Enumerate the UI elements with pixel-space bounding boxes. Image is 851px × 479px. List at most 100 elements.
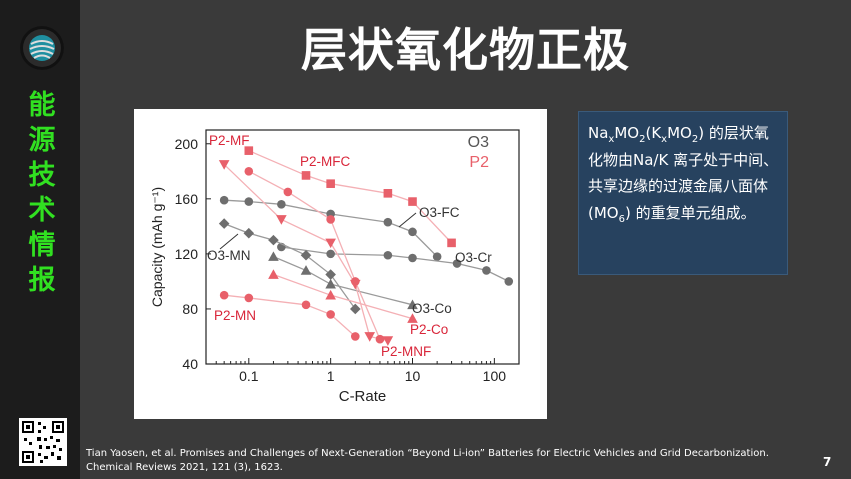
series-line (248, 170, 381, 340)
data-point (218, 160, 230, 170)
data-point (300, 265, 312, 275)
data-point (383, 189, 393, 198)
data-point (326, 215, 335, 224)
data-point (408, 253, 417, 263)
data-point (325, 269, 336, 280)
data-point (301, 171, 311, 180)
globe-logo-icon (20, 26, 64, 70)
data-point (375, 334, 385, 344)
citation: Tian Yaosen, et al. Promises and Challen… (86, 448, 769, 473)
series-label: O3-Co (412, 301, 452, 316)
slide-title: 层状氧化物正极 (301, 23, 630, 77)
info-formula-mo: MO (614, 124, 640, 142)
x-tick-label: 100 (483, 368, 507, 384)
label-pointer (219, 233, 239, 250)
series-line (223, 163, 389, 342)
data-point (244, 146, 254, 155)
info-text: NaxMO2(KxMO2) 的层状氧化物由Na/K 离子处于中间、共享边缘的过渡… (579, 112, 787, 226)
plot-frame (205, 129, 520, 365)
x-axis-label: C-Rate (339, 388, 387, 405)
vertical-title-char: 术 (28, 195, 56, 226)
data-point (326, 179, 335, 188)
data-point (349, 303, 361, 315)
series-label: O3-Cr (455, 250, 492, 265)
series-line (273, 273, 413, 320)
page-number: 7 (823, 455, 832, 469)
data-point (244, 293, 254, 303)
data-point (382, 336, 394, 346)
data-point (243, 227, 255, 239)
y-axis-label: Capacity (mAh g⁻¹) (149, 187, 165, 307)
data-point (447, 238, 456, 248)
info-body: ) 的重复单元组成。 (624, 203, 756, 222)
data-point (408, 197, 417, 206)
y-tick-label: 120 (175, 246, 199, 262)
series-label: P2-MNF (381, 344, 431, 359)
sidebar: 能 源 技 术 情 报 (0, 0, 80, 479)
data-point (364, 332, 376, 342)
data-point (277, 200, 286, 209)
vertical-title-char: 报 (28, 265, 56, 296)
data-point (300, 249, 312, 261)
series-line (273, 256, 413, 306)
vertical-title-char: 源 (28, 125, 56, 156)
series-label: O3-FC (419, 205, 460, 220)
data-point (452, 259, 462, 268)
series-line (248, 150, 453, 244)
info-body: 的层状氧化物由Na/K 离子处于中间、共享边缘的过渡金属八面体 (MO (588, 124, 779, 222)
y-tick-label: 160 (175, 191, 199, 207)
qr-code-icon (19, 418, 67, 466)
data-point (268, 251, 279, 261)
chart-panel: 40 80 120 160 200 0.1 1 10 100 C-Rate Capacity (mA… (134, 109, 547, 419)
data-point (383, 250, 393, 260)
label-pointer (398, 212, 417, 228)
data-point (407, 313, 418, 323)
data-point (301, 300, 311, 310)
y-tick-label: 200 (175, 136, 199, 152)
data-point (408, 227, 417, 237)
data-point (268, 269, 279, 279)
series-label: P2-MN (214, 308, 256, 323)
data-point (350, 332, 360, 341)
data-point (283, 187, 293, 197)
data-point (326, 249, 335, 259)
info-formula-sub: 6 (618, 213, 625, 225)
vertical-title: 能 源 技 术 情 报 (22, 88, 62, 298)
series-label: P2-MF (209, 133, 250, 148)
data-point (276, 215, 287, 225)
series-label: P2-Co (410, 322, 448, 337)
vertical-title-char: 技 (28, 160, 56, 191)
data-point (268, 234, 279, 246)
data-point (504, 277, 514, 286)
data-point (325, 278, 336, 289)
info-formula-k: (K (645, 124, 662, 142)
info-formula-na: Na (588, 124, 609, 142)
x-tick-label: 1 (327, 368, 335, 384)
data-point (325, 238, 336, 249)
info-box: NaxMO2(KxMO2) 的层状氧化物由Na/K 离子处于中间、共享边缘的过渡… (578, 111, 788, 275)
data-point (350, 277, 360, 286)
y-tick-label: 80 (182, 301, 198, 317)
data-point (326, 310, 335, 319)
series-line (223, 222, 356, 310)
data-point (244, 197, 254, 206)
info-formula-sub: x (661, 134, 668, 145)
vertical-title-char: 情 (28, 230, 56, 261)
y-tick-label: 40 (182, 356, 198, 372)
info-formula-sub: x (608, 134, 615, 145)
vertical-title-char: 能 (28, 90, 56, 121)
info-formula-sub: 2 (691, 134, 699, 145)
data-point (219, 290, 229, 300)
data-point (219, 195, 229, 205)
x-tick-label: 10 (405, 368, 421, 384)
data-point (482, 266, 491, 275)
x-tick-label: 0.1 (239, 368, 259, 384)
data-point (218, 218, 230, 229)
capacity-chart: 40 80 120 160 200 0.1 1 10 100 C-Rate Capacity (mA… (149, 129, 520, 405)
data-point (432, 252, 442, 261)
info-formula-sub: 2 (639, 134, 646, 145)
legend-entry: O3 (468, 134, 489, 151)
data-point (383, 217, 393, 227)
legend-entry: P2 (469, 154, 489, 171)
data-point (325, 289, 336, 300)
